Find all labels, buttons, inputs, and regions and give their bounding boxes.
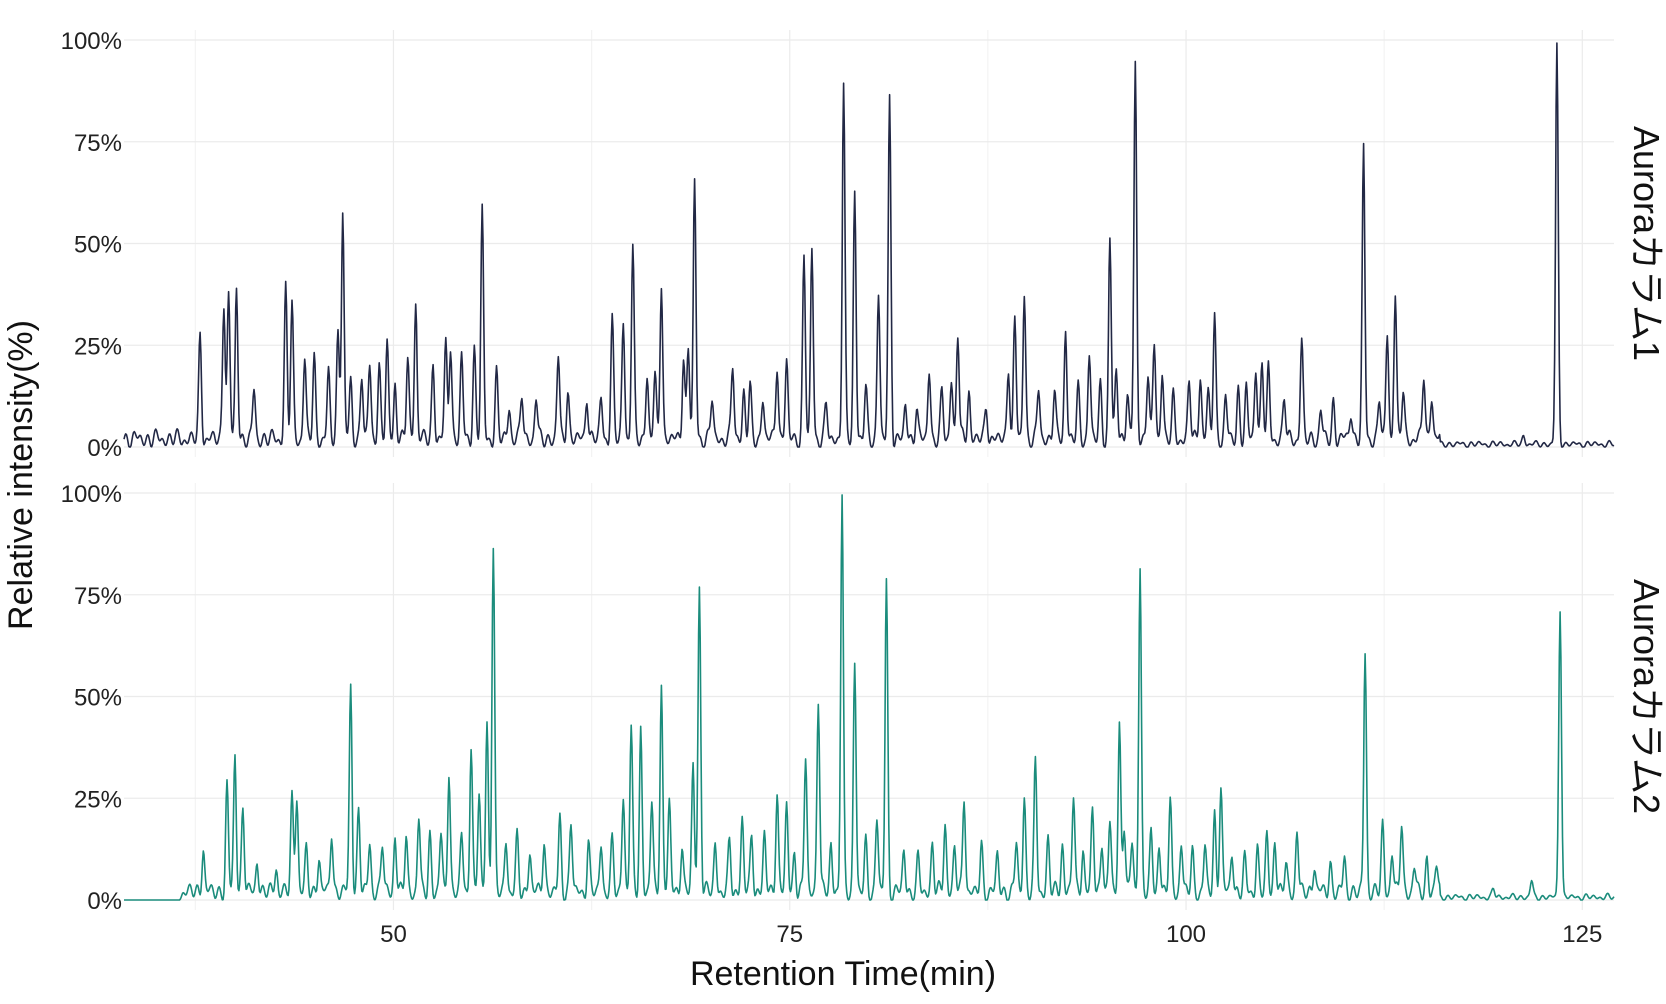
facet-label: Auroraカラム1 [1626, 126, 1666, 361]
series-line [124, 494, 1615, 901]
x-tick-label: 50 [380, 921, 407, 948]
y-tick-label: 50% [74, 685, 122, 712]
y-tick-label: 75% [74, 130, 122, 157]
y-axis-title: Relative intensity(%) [2, 320, 40, 630]
x-tick-label: 100 [1166, 921, 1206, 948]
y-tick-label: 0% [87, 888, 122, 915]
panel-aurora-column-1: 0% 25% 50% 75% 100% Auroraカラム1 [61, 28, 1666, 462]
y-tick-label: 100% [61, 481, 122, 508]
facet-label: Auroraカラム2 [1626, 579, 1666, 814]
y-tick-label: 100% [61, 28, 122, 55]
x-axis-ticks: 50 75 100 125 [380, 921, 1602, 948]
y-tick-label: 25% [74, 333, 122, 360]
x-tick-label: 75 [776, 921, 803, 948]
y-tick-label: 0% [87, 435, 122, 462]
panel-aurora-column-2: 0% 25% 50% 75% 100% Auroraカラム2 [61, 481, 1666, 915]
y-tick-label: 25% [74, 786, 122, 813]
x-axis-title: Retention Time(min) [690, 955, 996, 993]
x-tick-label: 125 [1562, 921, 1602, 948]
y-tick-label: 50% [74, 232, 122, 259]
series-line [123, 42, 1615, 448]
y-tick-label: 75% [74, 583, 122, 610]
